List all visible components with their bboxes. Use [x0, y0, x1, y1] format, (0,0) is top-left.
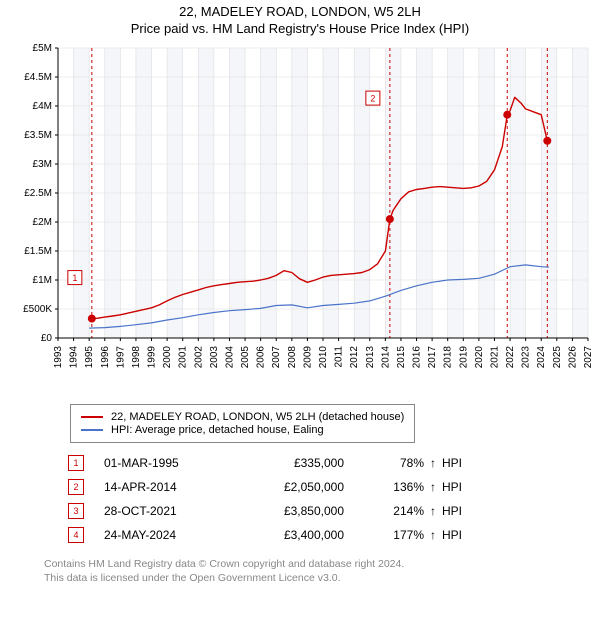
- footer-line: This data is licensed under the Open Gov…: [44, 571, 600, 585]
- svg-text:£2.5M: £2.5M: [24, 188, 52, 199]
- svg-text:1993: 1993: [53, 346, 64, 369]
- legend-swatch: [81, 429, 103, 431]
- svg-text:2009: 2009: [302, 346, 313, 369]
- transaction-row: 1 01-MAR-1995£335,00078%↑HPI: [68, 451, 600, 475]
- svg-text:£5M: £5M: [33, 43, 52, 54]
- transaction-marker: 2: [68, 479, 84, 495]
- transaction-row: 2 14-APR-2014£2,050,000136%↑HPI: [68, 475, 600, 499]
- transaction-date: 28-OCT-2021: [104, 504, 234, 518]
- transaction-price: £335,000: [234, 456, 374, 470]
- legend-item: HPI: Average price, detached house, Eali…: [81, 424, 404, 436]
- svg-text:2021: 2021: [489, 346, 500, 369]
- svg-text:£3M: £3M: [33, 159, 52, 170]
- transaction-row: 3 28-OCT-2021£3,850,000214%↑HPI: [68, 499, 600, 523]
- svg-text:2014: 2014: [380, 346, 391, 369]
- transaction-pct: 177%: [374, 528, 424, 542]
- svg-text:2018: 2018: [443, 346, 454, 369]
- legend: 22, MADELEY ROAD, LONDON, W5 2LH (detach…: [70, 404, 415, 443]
- svg-text:2008: 2008: [287, 346, 298, 369]
- svg-text:2011: 2011: [334, 346, 345, 368]
- svg-text:2002: 2002: [193, 346, 204, 369]
- arrow-up-icon: ↑: [424, 456, 442, 470]
- svg-text:1: 1: [72, 273, 77, 283]
- transaction-pct: 136%: [374, 480, 424, 494]
- svg-text:2001: 2001: [178, 346, 189, 369]
- transaction-pct: 78%: [374, 456, 424, 470]
- svg-text:£4M: £4M: [33, 101, 52, 112]
- svg-text:2013: 2013: [365, 346, 376, 369]
- svg-text:1994: 1994: [69, 346, 80, 369]
- transaction-marker: 3: [68, 503, 84, 519]
- svg-text:2003: 2003: [209, 346, 220, 369]
- transaction-price: £3,850,000: [234, 504, 374, 518]
- transaction-row: 4 24-MAY-2024£3,400,000177%↑HPI: [68, 523, 600, 547]
- arrow-up-icon: ↑: [424, 480, 442, 494]
- svg-text:1997: 1997: [115, 346, 126, 369]
- legend-label: HPI: Average price, detached house, Eali…: [111, 424, 324, 436]
- arrow-up-icon: ↑: [424, 528, 442, 542]
- legend-swatch: [81, 416, 103, 418]
- svg-text:1996: 1996: [100, 346, 111, 369]
- transaction-date: 14-APR-2014: [104, 480, 234, 494]
- svg-text:2015: 2015: [396, 346, 407, 369]
- svg-text:2016: 2016: [412, 346, 423, 369]
- svg-text:2006: 2006: [256, 346, 267, 369]
- legend-item: 22, MADELEY ROAD, LONDON, W5 2LH (detach…: [81, 411, 404, 423]
- svg-text:2019: 2019: [458, 346, 469, 369]
- transaction-date: 24-MAY-2024: [104, 528, 234, 542]
- svg-text:2020: 2020: [474, 346, 485, 369]
- transaction-pct: 214%: [374, 504, 424, 518]
- svg-text:£1M: £1M: [33, 275, 52, 286]
- footer: Contains HM Land Registry data © Crown c…: [44, 557, 600, 585]
- transaction-suffix: HPI: [442, 504, 462, 518]
- svg-text:1995: 1995: [84, 346, 95, 369]
- legend-label: 22, MADELEY ROAD, LONDON, W5 2LH (detach…: [111, 411, 404, 423]
- transaction-suffix: HPI: [442, 528, 462, 542]
- title-sub: Price paid vs. HM Land Registry's House …: [0, 21, 600, 36]
- svg-text:2010: 2010: [318, 346, 329, 369]
- transaction-marker: 1: [68, 455, 84, 471]
- svg-text:2022: 2022: [505, 346, 516, 369]
- chart-area: 1234£0£500K£1M£1.5M£2M£2.5M£3M£3.5M£4M£4…: [0, 38, 600, 398]
- svg-text:2007: 2007: [271, 346, 282, 369]
- svg-text:1999: 1999: [147, 346, 158, 369]
- transaction-suffix: HPI: [442, 480, 462, 494]
- svg-text:2023: 2023: [521, 346, 532, 369]
- svg-text:£2M: £2M: [33, 217, 52, 228]
- svg-text:1998: 1998: [131, 346, 142, 369]
- svg-text:2012: 2012: [349, 346, 360, 369]
- transaction-table: 101-MAR-1995£335,00078%↑HPI214-APR-2014£…: [68, 451, 600, 547]
- line-chart-svg: 1234£0£500K£1M£1.5M£2M£2.5M£3M£3.5M£4M£4…: [0, 38, 600, 398]
- footer-line: Contains HM Land Registry data © Crown c…: [44, 557, 600, 571]
- svg-text:£4.5M: £4.5M: [24, 72, 52, 83]
- svg-text:2017: 2017: [427, 346, 438, 369]
- svg-text:2004: 2004: [224, 346, 235, 369]
- svg-text:£500K: £500K: [23, 304, 52, 315]
- svg-text:2000: 2000: [162, 346, 173, 369]
- svg-text:£1.5M: £1.5M: [24, 246, 52, 257]
- title-main: 22, MADELEY ROAD, LONDON, W5 2LH: [0, 4, 600, 19]
- svg-text:2027: 2027: [583, 346, 594, 369]
- svg-text:£3.5M: £3.5M: [24, 130, 52, 141]
- transaction-price: £2,050,000: [234, 480, 374, 494]
- svg-text:2024: 2024: [536, 346, 547, 369]
- arrow-up-icon: ↑: [424, 504, 442, 518]
- transaction-date: 01-MAR-1995: [104, 456, 234, 470]
- transaction-suffix: HPI: [442, 456, 462, 470]
- titles: 22, MADELEY ROAD, LONDON, W5 2LH Price p…: [0, 0, 600, 38]
- chart-container: 22, MADELEY ROAD, LONDON, W5 2LH Price p…: [0, 0, 600, 585]
- transaction-price: £3,400,000: [234, 528, 374, 542]
- svg-text:2: 2: [370, 94, 375, 104]
- transaction-marker: 4: [68, 527, 84, 543]
- svg-text:2026: 2026: [567, 346, 578, 369]
- svg-text:2025: 2025: [552, 346, 563, 369]
- svg-text:2005: 2005: [240, 346, 251, 369]
- svg-text:£0: £0: [41, 333, 53, 344]
